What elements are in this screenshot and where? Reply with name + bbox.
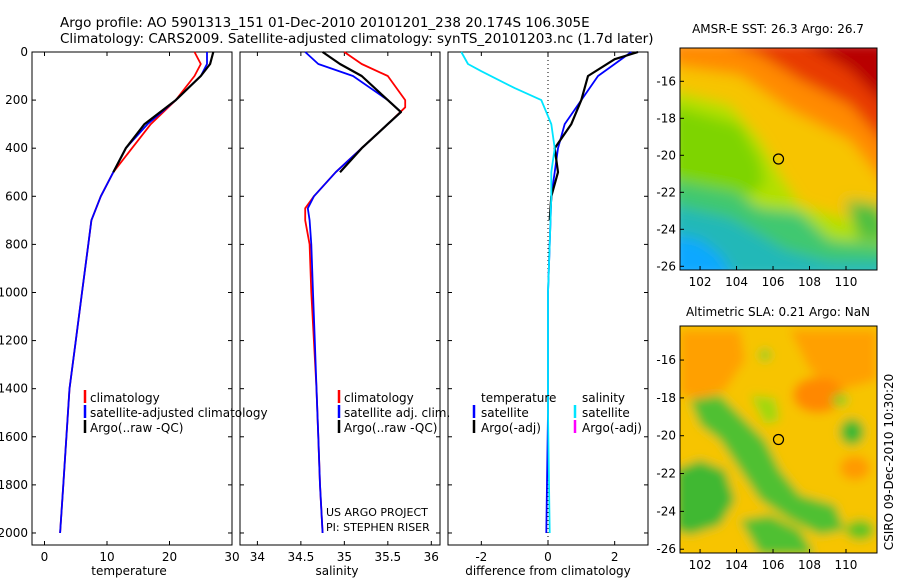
- legend-label-satellite: satellite adj. clim.: [344, 406, 450, 420]
- legend-label-temp-argo: Argo(-adj): [481, 421, 541, 435]
- y-tick-label: 600: [5, 189, 28, 203]
- legend-label-argo: Argo(..raw -QC): [344, 421, 437, 435]
- map-x-tick-label: 110: [835, 558, 858, 572]
- x-tick-label: 20: [162, 550, 177, 564]
- map-y-tick-label: -24: [656, 222, 676, 236]
- sst-map-ticks: 102 104 106 108 110 -16 -18 -20 -22 -24 -26: [656, 74, 857, 289]
- map-y-tick-label: -22: [656, 467, 676, 481]
- y-tick-label: 1600: [0, 430, 28, 444]
- map-x-tick-label: 106: [762, 558, 785, 572]
- sst-heatmap: [680, 48, 877, 270]
- axis-ticks: 0 10 20 30020040060080010001200140016001800…: [0, 45, 648, 564]
- title-line-2: Climatology: CARS2009. Satellite-adjuste…: [60, 31, 653, 47]
- series-line-sal_sat: [460, 51, 556, 534]
- sla-map-frame: [679, 325, 878, 554]
- project-annotation: US ARGO PROJECT: [326, 506, 428, 519]
- profile-lines: [59, 50, 639, 545]
- y-tick-label: 1800: [0, 478, 28, 492]
- y-tick-label: 400: [5, 141, 28, 155]
- series-line-argo: [548, 50, 639, 221]
- map-y-tick-label: -18: [656, 391, 676, 405]
- x-tick-label: 34: [250, 550, 265, 564]
- x-tick-label: 35: [337, 550, 352, 564]
- x-tick-label: 35.5: [374, 550, 401, 564]
- map-x-tick-label: 104: [725, 275, 748, 289]
- temperature-legend: climatology satellite-adjusted climatolo…: [83, 390, 268, 435]
- series-line-sat: [59, 52, 208, 534]
- legend-label-argo: Argo(..raw -QC): [90, 421, 183, 435]
- x-tick-label: 2: [611, 550, 619, 564]
- map-x-tick-label: 108: [798, 558, 821, 572]
- temperature-panel: [31, 51, 233, 546]
- map-y-tick-label: -22: [656, 185, 676, 199]
- x-tick-label: 36: [424, 550, 439, 564]
- map-y-tick-label: -24: [656, 504, 676, 518]
- series-line-argo: [321, 51, 402, 173]
- legend-label-climatology: climatology: [90, 391, 160, 405]
- pi-annotation: PI: STEPHEN RISER: [326, 521, 430, 534]
- sst-map-frame: [679, 47, 878, 271]
- sla-map-title: Altimetric SLA: 0.21 Argo: NaN: [686, 305, 870, 319]
- map-x-tick-label: 106: [762, 275, 785, 289]
- series-line-clim: [304, 51, 407, 534]
- sst-map-title: AMSR-E SST: 26.3 Argo: 26.7: [692, 22, 864, 36]
- legend-header-temperature: temperature: [481, 391, 556, 405]
- side-timestamp-label: CSIRO 09-Dec-2010 10:30:20: [882, 374, 896, 551]
- map-y-tick-label: -18: [656, 111, 676, 125]
- map-y-tick-label: -16: [656, 353, 676, 367]
- x-tick-label: -2: [475, 550, 487, 564]
- map-x-tick-label: 102: [689, 558, 712, 572]
- x-tick-label: 30: [224, 550, 239, 564]
- y-tick-label: 200: [5, 93, 28, 107]
- map-x-tick-label: 104: [725, 558, 748, 572]
- title-line-1: Argo profile: AO 5901313_151 01-Dec-2010…: [60, 15, 590, 31]
- legend-label-satellite: satellite-adjusted climatology: [90, 406, 268, 420]
- x-tick-label: 34.5: [288, 550, 315, 564]
- sla-map-ticks: 102 104 106 108 110 -16 -18 -20 -22 -24 -26: [656, 353, 857, 572]
- y-tick-label: 1400: [0, 382, 28, 396]
- x-tick-label: 0: [544, 550, 552, 564]
- map-y-tick-label: -20: [656, 429, 676, 443]
- map-y-tick-label: -20: [656, 148, 676, 162]
- salinity-legend: climatology satellite adj. clim. Argo(..…: [337, 390, 450, 435]
- legend-label-sal-satellite: satellite: [582, 406, 630, 420]
- temperature-axis-label: temperature: [91, 564, 166, 578]
- difference-legend: temperature salinity satellite Argo(-adj…: [472, 391, 642, 435]
- series-line-sat: [545, 51, 632, 534]
- sst-argo-marker: [772, 153, 785, 165]
- y-tick-label: 0: [20, 45, 28, 59]
- sla-argo-marker: [772, 433, 785, 446]
- sla-heatmap: [680, 326, 877, 553]
- legend-header-salinity: salinity: [582, 391, 625, 405]
- y-tick-label: 1000: [0, 285, 28, 299]
- series-line-argo: [112, 51, 215, 173]
- map-y-tick-label: -26: [656, 259, 676, 273]
- map-x-tick-label: 102: [689, 275, 712, 289]
- legend-label-climatology: climatology: [344, 391, 414, 405]
- map-x-tick-label: 110: [835, 275, 858, 289]
- x-tick-label: 0: [41, 550, 49, 564]
- x-tick-label: 10: [99, 550, 114, 564]
- y-tick-label: 1200: [0, 334, 28, 348]
- y-tick-label: 2000: [0, 526, 28, 540]
- y-tick-label: 800: [5, 237, 28, 251]
- legend-label-sal-argo: Argo(-adj): [582, 421, 642, 435]
- salinity-panel: [239, 51, 441, 546]
- map-y-tick-label: -16: [656, 74, 676, 88]
- difference-axis-label: difference from climatology: [465, 564, 631, 578]
- map-x-tick-label: 108: [798, 275, 821, 289]
- salinity-axis-label: salinity: [315, 564, 358, 578]
- map-y-tick-label: -26: [656, 542, 676, 556]
- legend-label-temp-satellite: satellite: [481, 406, 529, 420]
